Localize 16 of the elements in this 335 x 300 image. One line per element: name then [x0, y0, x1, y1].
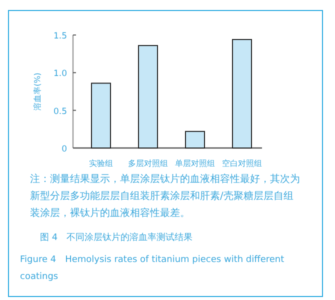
bar [232, 39, 252, 148]
bar [138, 45, 158, 148]
x-tick-label: 空白对照组 [222, 159, 262, 168]
x-tick-label: 实验组 [89, 159, 113, 168]
text: 注：测量结果显示，单层涂层钛片的血液相容性最好，其次为新型分层多功能层层自组装肝素涂层和肝素/壳聚糖层层自组装涂层，裸钛片的血液相容性最差。 [30, 172, 301, 221]
caption: Figure 4 Hemolysis rates of titanium pieces with different coatings [20, 254, 286, 284]
caption: 图 4 不同涂层钛片的溶血率测试结果 [40, 232, 194, 245]
x-tick-label: 多层对照组 [128, 159, 168, 168]
y-tick-label: 0.5 [53, 106, 67, 117]
y-tick-label: 1.0 [53, 69, 67, 80]
x-tick-label: 单层对照组 [175, 159, 215, 168]
y-axis-title: 溶血率(%) [33, 72, 42, 110]
bar [91, 82, 111, 148]
bar [185, 130, 205, 148]
y-tick-label: 1.5 [53, 32, 67, 42]
y-tick-label: 0 [62, 144, 67, 154]
